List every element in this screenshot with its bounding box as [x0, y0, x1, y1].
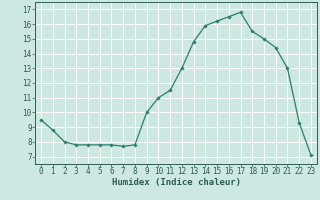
X-axis label: Humidex (Indice chaleur): Humidex (Indice chaleur) [111, 178, 241, 187]
